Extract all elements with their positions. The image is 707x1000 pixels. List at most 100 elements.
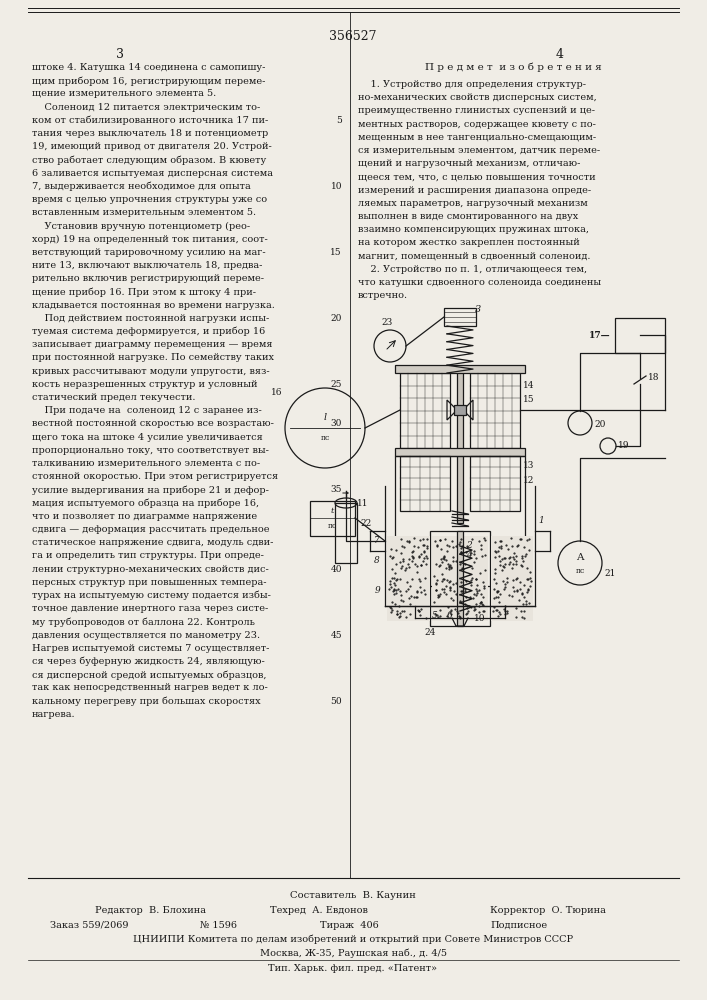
- Text: 5: 5: [432, 611, 438, 620]
- Point: [438, 549, 450, 565]
- Point: [521, 571, 532, 587]
- Text: 6: 6: [447, 611, 453, 620]
- Point: [450, 575, 462, 591]
- Text: Заказ 559/2069: Заказ 559/2069: [50, 921, 129, 930]
- Point: [437, 550, 448, 566]
- Point: [491, 584, 503, 600]
- Point: [469, 601, 481, 617]
- Point: [438, 581, 450, 597]
- Point: [396, 538, 407, 554]
- Point: [395, 583, 406, 599]
- Point: [411, 564, 422, 580]
- Point: [455, 610, 466, 626]
- Point: [437, 554, 448, 570]
- Text: усилие выдергивания на приборе 21 и дефор-: усилие выдергивания на приборе 21 и дефо…: [32, 485, 269, 495]
- Point: [513, 537, 524, 553]
- Text: Редактор  В. Блохина: Редактор В. Блохина: [95, 906, 206, 915]
- Point: [506, 560, 518, 576]
- Text: рительно включив регистрирующий переме-: рительно включив регистрирующий переме-: [32, 274, 264, 283]
- Point: [436, 541, 447, 557]
- Point: [524, 578, 535, 594]
- Point: [477, 548, 488, 564]
- Text: кость неразрешенных структур и условный: кость неразрешенных структур и условный: [32, 380, 257, 389]
- Point: [432, 607, 443, 623]
- Point: [510, 609, 522, 625]
- Point: [517, 550, 528, 566]
- Point: [488, 603, 499, 619]
- Text: 11: 11: [357, 499, 368, 508]
- Text: му трубопроводов от баллона 22. Контроль: му трубопроводов от баллона 22. Контроль: [32, 617, 255, 627]
- Point: [490, 602, 501, 618]
- Point: [474, 604, 485, 620]
- Bar: [430, 531, 490, 626]
- Point: [411, 558, 422, 574]
- Point: [522, 560, 533, 576]
- Point: [393, 598, 404, 614]
- Point: [462, 605, 473, 621]
- Point: [430, 576, 441, 592]
- Point: [432, 609, 443, 625]
- Point: [431, 582, 442, 598]
- Point: [454, 536, 465, 552]
- Point: [385, 600, 397, 616]
- Point: [385, 573, 396, 589]
- Text: 13: 13: [523, 461, 534, 470]
- Point: [489, 581, 500, 597]
- Point: [523, 531, 534, 547]
- Text: 2: 2: [466, 541, 472, 550]
- Bar: [400, 456, 450, 511]
- Point: [436, 551, 447, 567]
- Point: [441, 572, 452, 588]
- Point: [521, 584, 532, 600]
- Text: щение измерительного элемента 5.: щение измерительного элемента 5.: [32, 89, 216, 98]
- Point: [476, 541, 487, 557]
- Point: [413, 548, 424, 564]
- Point: [414, 549, 425, 565]
- Point: [491, 583, 503, 599]
- Text: измерений и расширения диапазона опреде-: измерений и расширения диапазона опреде-: [358, 186, 591, 195]
- Point: [407, 553, 418, 569]
- Text: ство работает следующим образом. В кювету: ство работает следующим образом. В кювет…: [32, 155, 267, 165]
- Point: [499, 576, 510, 592]
- Point: [430, 606, 441, 622]
- Point: [435, 602, 446, 618]
- Point: [399, 539, 410, 555]
- Point: [477, 597, 489, 613]
- Text: стоянной окоростью. При этом регистрируется: стоянной окоростью. При этом регистрируе…: [32, 472, 278, 481]
- Point: [405, 588, 416, 604]
- Text: 25: 25: [330, 380, 342, 389]
- Text: 45: 45: [330, 631, 342, 640]
- Point: [447, 553, 458, 569]
- Text: ся дисперсной средой испытуемых образцов,: ся дисперсной средой испытуемых образцов…: [32, 670, 267, 680]
- Text: 4: 4: [556, 48, 564, 61]
- Point: [408, 538, 419, 554]
- Point: [455, 583, 467, 599]
- Point: [421, 550, 432, 566]
- Point: [404, 534, 415, 550]
- Point: [476, 594, 487, 610]
- Point: [448, 539, 459, 555]
- Point: [415, 584, 426, 600]
- Point: [489, 599, 500, 615]
- Point: [393, 609, 404, 625]
- Point: [396, 603, 407, 619]
- Text: 40: 40: [330, 565, 342, 574]
- Point: [390, 542, 402, 558]
- Point: [398, 603, 409, 619]
- Text: выполнен в виде смонтированного на двух: выполнен в виде смонтированного на двух: [358, 212, 578, 221]
- Point: [477, 596, 488, 612]
- Point: [445, 606, 457, 622]
- Text: 10: 10: [330, 182, 342, 191]
- Point: [500, 606, 511, 622]
- Point: [467, 560, 478, 576]
- Point: [518, 610, 530, 626]
- Text: га и определить тип структуры. При опреде-: га и определить тип структуры. При опред…: [32, 551, 264, 560]
- Point: [394, 605, 405, 621]
- Point: [491, 544, 502, 560]
- Point: [489, 561, 501, 577]
- Point: [387, 549, 399, 565]
- Text: 356527: 356527: [329, 30, 377, 43]
- Point: [421, 610, 432, 626]
- Point: [439, 531, 450, 547]
- Point: [464, 589, 475, 605]
